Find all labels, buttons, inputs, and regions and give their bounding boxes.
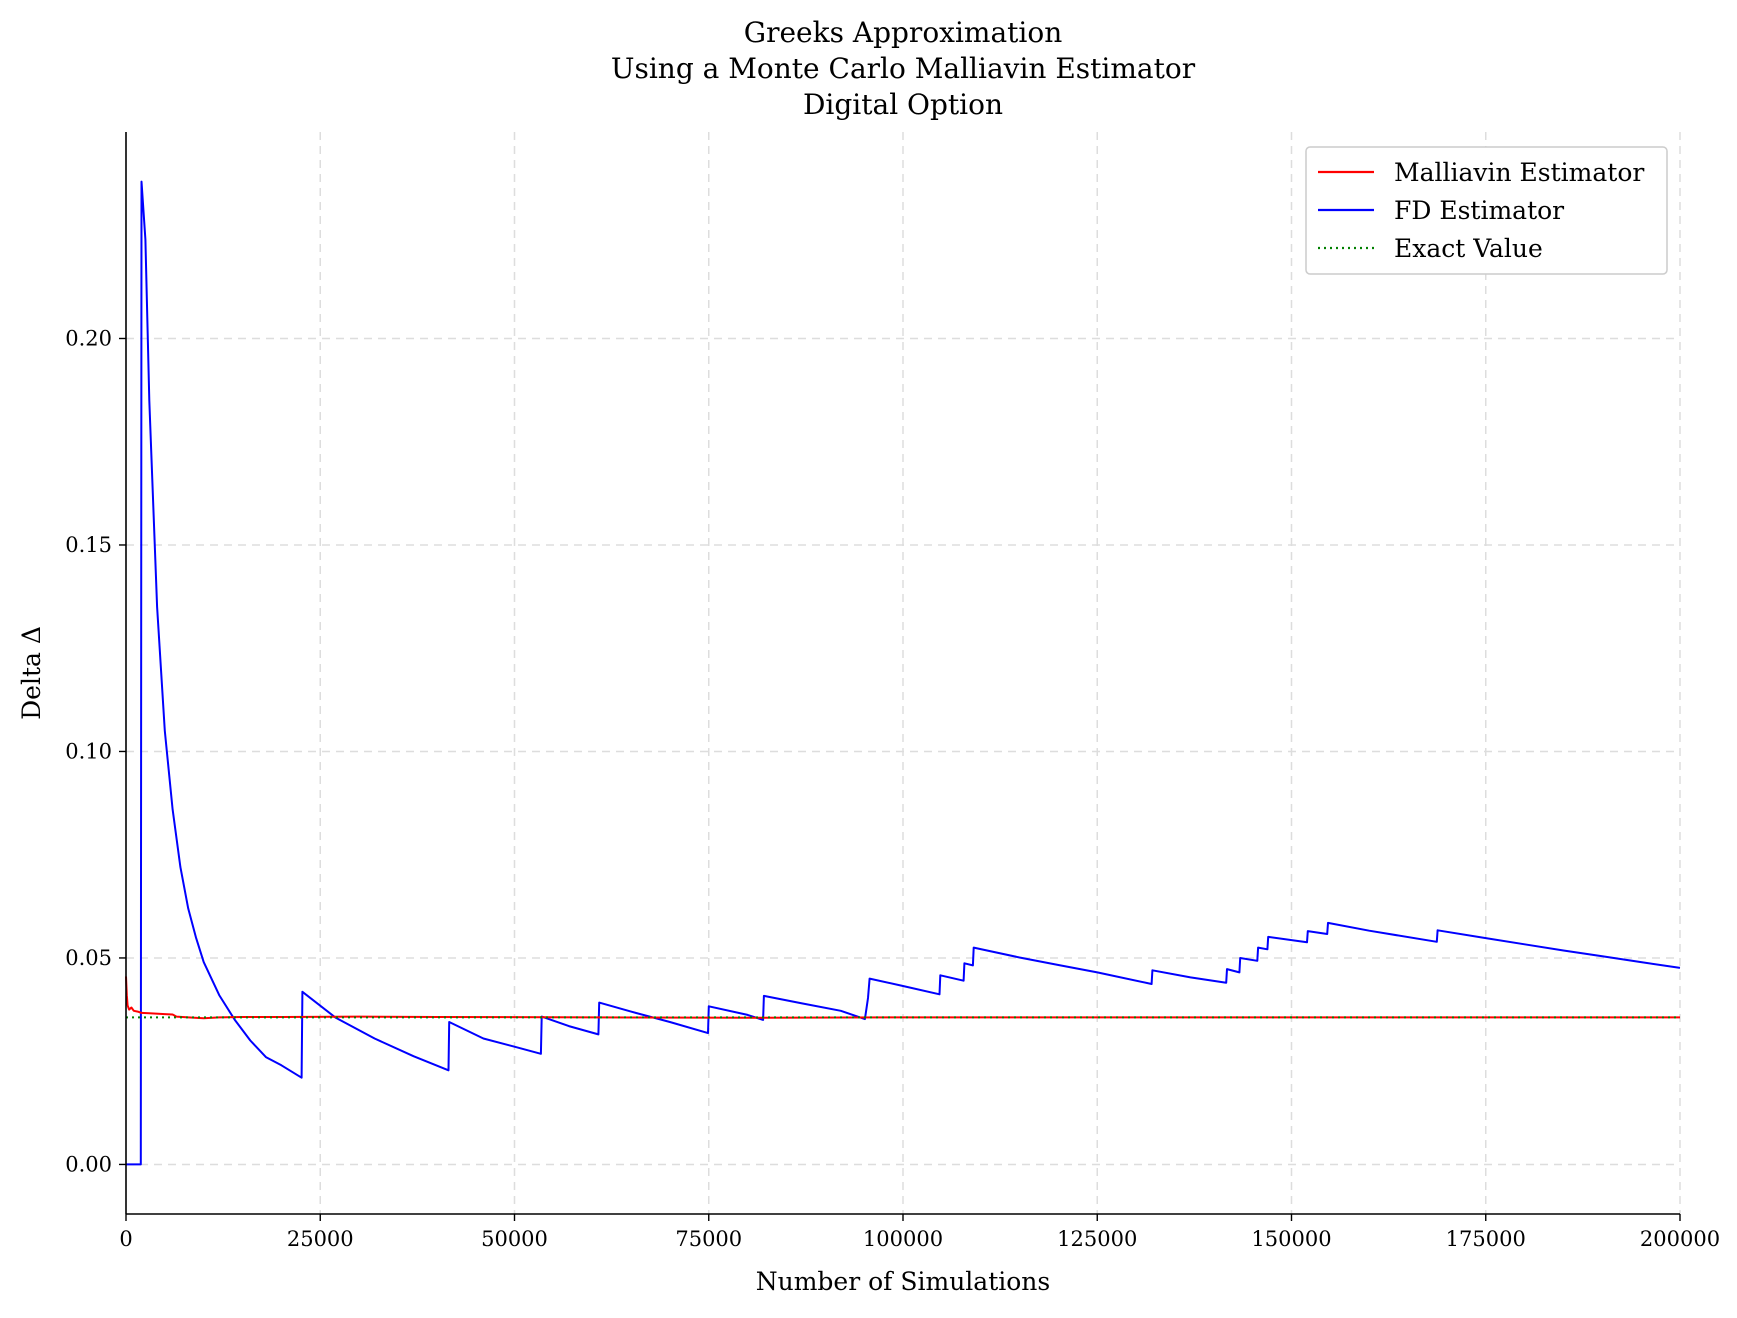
y-tick-label: 0.05 xyxy=(65,946,112,970)
y-tick-label: 0.10 xyxy=(65,739,112,763)
x-tick-label: 150000 xyxy=(1251,1227,1331,1251)
legend: Malliavin Estimator FD Estimator Exact Val… xyxy=(1305,146,1668,275)
x-tick-label: 100000 xyxy=(863,1227,943,1251)
legend-label: FD Estimator xyxy=(1394,196,1564,225)
title-line-1: Greeks Approximation xyxy=(744,16,1063,49)
y-axis-label: Delta Δ xyxy=(17,626,46,720)
x-tick-label: 25000 xyxy=(287,1227,354,1251)
y-tick-label: 0.20 xyxy=(65,326,112,350)
legend-label: Exact Value xyxy=(1394,234,1543,263)
legend-box xyxy=(1305,146,1668,275)
x-axis-label: Number of Simulations xyxy=(756,1267,1050,1296)
legend-label: Malliavin Estimator xyxy=(1394,158,1644,187)
series-line-malliavin-estimator xyxy=(125,976,1680,1020)
chart-title: Greeks Approximation Using a Monte Carlo… xyxy=(611,16,1196,121)
y-tick-label: 0.15 xyxy=(65,533,112,557)
x-tick-label: 75000 xyxy=(675,1227,742,1251)
x-tick-label: 200000 xyxy=(1640,1227,1720,1251)
x-tick-label: 175000 xyxy=(1446,1227,1526,1251)
series-lines xyxy=(125,180,1681,1166)
axes xyxy=(125,132,1680,1215)
grid-lines xyxy=(126,132,1681,1214)
x-tick-label: 0 xyxy=(119,1227,132,1251)
title-line-3: Digital Option xyxy=(803,88,1003,121)
x-tick-label: 50000 xyxy=(481,1227,548,1251)
x-tick-label: 125000 xyxy=(1057,1227,1137,1251)
title-line-2: Using a Monte Carlo Malliavin Estimator xyxy=(611,52,1196,85)
y-tick-label: 0.00 xyxy=(65,1152,112,1176)
series-line-fd-estimator xyxy=(126,180,1681,1166)
tick-marks: 0 25000 50000 75000 100000 125000 150000 175000… xyxy=(65,326,1720,1251)
